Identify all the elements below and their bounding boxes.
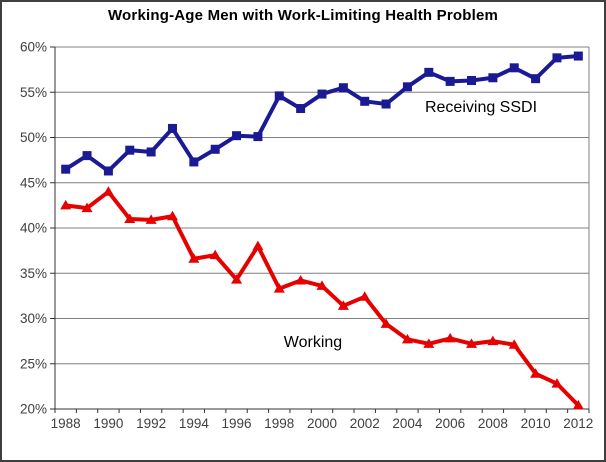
marker-square-receiving-ssdi bbox=[531, 74, 541, 84]
marker-square-receiving-ssdi bbox=[125, 145, 135, 155]
marker-square-receiving-ssdi bbox=[296, 104, 306, 114]
x-tick-label: 2010 bbox=[521, 416, 551, 431]
x-tick-label: 1988 bbox=[51, 416, 81, 431]
marker-square-receiving-ssdi bbox=[467, 75, 477, 85]
marker-triangle-working bbox=[359, 291, 371, 301]
marker-square-receiving-ssdi bbox=[573, 51, 583, 61]
marker-square-receiving-ssdi bbox=[488, 73, 498, 83]
y-tick-label: 40% bbox=[20, 221, 47, 236]
marker-triangle-working bbox=[81, 202, 93, 213]
marker-triangle-working bbox=[487, 335, 499, 346]
x-tick-label: 1994 bbox=[179, 416, 210, 431]
marker-triangle-working bbox=[508, 339, 520, 349]
y-tick-label: 30% bbox=[20, 311, 47, 326]
marker-triangle-working bbox=[60, 199, 72, 210]
y-tick-label: 55% bbox=[20, 85, 47, 100]
marker-triangle-working bbox=[124, 213, 136, 223]
x-tick-label: 2002 bbox=[350, 416, 380, 431]
x-tick-label: 2004 bbox=[392, 416, 423, 431]
marker-square-receiving-ssdi bbox=[253, 132, 263, 142]
marker-triangle-working bbox=[231, 274, 243, 284]
marker-triangle-working bbox=[572, 399, 584, 410]
marker-triangle-working bbox=[551, 378, 563, 388]
marker-square-receiving-ssdi bbox=[232, 131, 242, 141]
y-tick-label: 60% bbox=[20, 40, 47, 55]
marker-square-receiving-ssdi bbox=[146, 147, 156, 157]
marker-triangle-working bbox=[444, 332, 456, 343]
y-tick-label: 35% bbox=[20, 266, 47, 281]
marker-triangle-working bbox=[166, 210, 178, 221]
series-line-working bbox=[63, 189, 581, 408]
marker-triangle-working bbox=[401, 333, 413, 344]
marker-triangle-working bbox=[273, 283, 285, 293]
series-label-receiving-ssdi: Receiving SSDI bbox=[424, 99, 538, 116]
x-tick-label: 1996 bbox=[222, 416, 252, 431]
series-label-working: Working bbox=[283, 334, 343, 351]
x-tick-label: 2000 bbox=[307, 416, 337, 431]
marker-square-receiving-ssdi bbox=[82, 151, 92, 161]
marker-triangle-working bbox=[530, 368, 542, 378]
marker-square-receiving-ssdi bbox=[210, 144, 220, 154]
marker-triangle-working bbox=[145, 214, 157, 224]
marker-triangle-working bbox=[188, 253, 200, 263]
chart-title: Working-Age Men with Work-Limiting Healt… bbox=[107, 7, 499, 24]
marker-square-receiving-ssdi bbox=[360, 96, 370, 106]
x-tick-label: 1992 bbox=[136, 416, 166, 431]
marker-triangle-working bbox=[466, 338, 478, 348]
y-tick-label: 20% bbox=[20, 402, 47, 417]
marker-square-receiving-ssdi bbox=[402, 82, 412, 92]
marker-square-receiving-ssdi bbox=[381, 99, 391, 109]
x-tick-label: 1998 bbox=[264, 416, 294, 431]
marker-triangle-working bbox=[337, 300, 349, 310]
y-tick-label: 25% bbox=[20, 356, 47, 371]
marker-triangle-working bbox=[316, 280, 328, 290]
marker-square-receiving-ssdi bbox=[424, 67, 434, 77]
y-tick-label: 50% bbox=[20, 130, 47, 145]
marker-square-receiving-ssdi bbox=[552, 53, 562, 63]
marker-triangle-working bbox=[209, 249, 221, 260]
marker-triangle-working bbox=[380, 318, 392, 328]
x-tick-label: 2008 bbox=[478, 416, 508, 431]
marker-square-receiving-ssdi bbox=[167, 123, 177, 133]
marker-square-receiving-ssdi bbox=[509, 63, 519, 73]
marker-square-receiving-ssdi bbox=[338, 83, 348, 93]
x-tick-label: 2006 bbox=[435, 416, 465, 431]
marker-square-receiving-ssdi bbox=[103, 166, 113, 176]
marker-triangle-working bbox=[252, 240, 264, 251]
marker-square-receiving-ssdi bbox=[274, 91, 284, 101]
marker-square-receiving-ssdi bbox=[189, 157, 199, 167]
x-tick-label: 1990 bbox=[93, 416, 123, 431]
x-tick-label: 2012 bbox=[563, 416, 593, 431]
marker-triangle-working bbox=[295, 274, 307, 285]
marker-square-receiving-ssdi bbox=[445, 76, 455, 86]
marker-square-receiving-ssdi bbox=[61, 164, 71, 174]
marker-square-receiving-ssdi bbox=[317, 89, 327, 99]
marker-triangle-working bbox=[102, 186, 114, 196]
marker-triangle-working bbox=[423, 338, 435, 348]
y-tick-label: 45% bbox=[20, 175, 47, 190]
